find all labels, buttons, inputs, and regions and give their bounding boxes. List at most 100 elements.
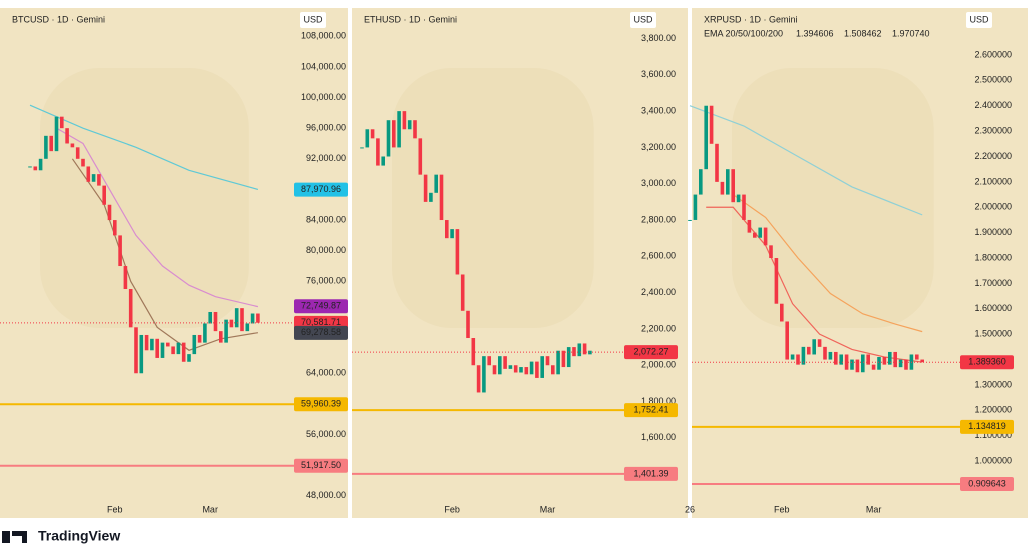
candle: [197, 334, 202, 343]
candle: [715, 143, 719, 182]
candle: [171, 346, 175, 355]
y-tick-label: 1.300000: [974, 379, 1012, 389]
candle: [150, 338, 154, 351]
y-tick-label: 84,000.00: [306, 214, 346, 224]
price-badge: [294, 299, 348, 314]
ema-line: [706, 206, 923, 363]
candle: [731, 169, 735, 203]
candle: [582, 343, 587, 355]
y-tick-label: 2.100000: [974, 176, 1012, 186]
y-tick-label: 2,200.00: [641, 323, 676, 333]
y-tick-label: 104,000.00: [301, 61, 346, 71]
currency: USD: [969, 14, 989, 24]
candle: [423, 174, 428, 202]
brand: TradingView: [38, 528, 120, 544]
candle: [524, 367, 529, 375]
candle: [828, 351, 833, 360]
y-tick-label: 1.500000: [974, 329, 1012, 339]
price-badge-label: 72,749.87: [301, 301, 341, 311]
price-badge: [624, 403, 678, 418]
y-tick-label: 2,000.00: [641, 360, 676, 370]
x-tick-label: Feb: [107, 504, 123, 514]
y-tick-label: 56,000.00: [306, 429, 346, 439]
candle: [60, 116, 64, 129]
candle: [392, 120, 396, 148]
candle: [123, 266, 128, 290]
chart-panel: ETHUSD · 1D · Gemini USD 3,800.00 3,600.00 3…: [352, 8, 688, 518]
chart-title: BTCUSD · 1D · Gemini: [12, 14, 105, 24]
price-badge-label: 1,401.39: [633, 468, 668, 478]
candle: [370, 129, 375, 139]
y-tick-label: 100,000.00: [301, 92, 346, 102]
candle: [861, 354, 865, 373]
candle: [402, 111, 407, 130]
candle: [455, 229, 460, 275]
candle: [460, 274, 465, 311]
candle: [753, 232, 757, 238]
candle: [250, 313, 255, 324]
y-tick-label: 2.500000: [974, 75, 1012, 85]
y-tick-label: 1.000000: [974, 455, 1012, 465]
y-tick-label: 2,800.00: [641, 214, 676, 224]
indicator-value: 1.508462: [844, 28, 882, 38]
price-badge: [624, 466, 678, 481]
candle: [866, 354, 870, 365]
y-tick-label: 108,000.00: [301, 31, 346, 41]
candle: [790, 354, 795, 360]
candle: [102, 185, 106, 205]
x-tick-label: Feb: [774, 504, 790, 514]
x-tick-label: Mar: [866, 504, 882, 514]
candle: [709, 105, 714, 144]
candle: [482, 356, 486, 393]
candle: [785, 321, 789, 360]
candle: [113, 220, 117, 236]
y-tick-label: 80,000.00: [306, 245, 346, 255]
candle: [839, 354, 843, 365]
candle: [817, 339, 822, 347]
candle: [529, 361, 534, 375]
ema-line: [56, 127, 259, 308]
currency: USD: [633, 14, 653, 24]
candle: [439, 174, 444, 221]
x-tick-label: 26: [685, 504, 695, 514]
candle: [234, 308, 239, 328]
candle: [471, 338, 476, 366]
candle: [219, 331, 223, 343]
currency-box: [300, 12, 326, 28]
candle: [545, 356, 550, 366]
candle: [445, 220, 449, 239]
candle: [904, 359, 908, 370]
candle: [70, 143, 75, 148]
y-tick-label: 1,600.00: [641, 432, 676, 442]
logo: [22, 531, 27, 543]
y-tick-label: 2.300000: [974, 125, 1012, 135]
ema-line: [689, 105, 923, 216]
candle: [850, 359, 854, 370]
candle: [365, 129, 370, 148]
candle: [577, 343, 582, 357]
price-badge-label: 1.134819: [968, 421, 1006, 431]
logo: [2, 531, 10, 543]
candle: [823, 346, 827, 360]
chart-title: XRPUSD · 1D · Gemini: [704, 14, 798, 24]
panel-shade: [732, 68, 934, 328]
candle: [726, 169, 730, 195]
y-tick-label: 1.700000: [974, 278, 1012, 288]
price-badge-label: 69,278.58: [301, 327, 341, 337]
candle: [699, 169, 703, 195]
candle: [54, 116, 59, 152]
x-tick-label: Feb: [444, 504, 460, 514]
indicator-value: 1.394606: [796, 28, 834, 38]
y-tick-label: 2.600000: [974, 49, 1012, 59]
y-tick-label: 2.000000: [974, 202, 1012, 212]
candle: [245, 323, 250, 332]
candle: [118, 235, 122, 267]
candle: [160, 342, 165, 358]
price-badge-label: 87,970.96: [301, 184, 341, 194]
candle: [566, 347, 571, 368]
candle: [855, 359, 860, 373]
candle: [769, 245, 773, 259]
candle: [747, 219, 752, 233]
candle: [742, 194, 746, 220]
